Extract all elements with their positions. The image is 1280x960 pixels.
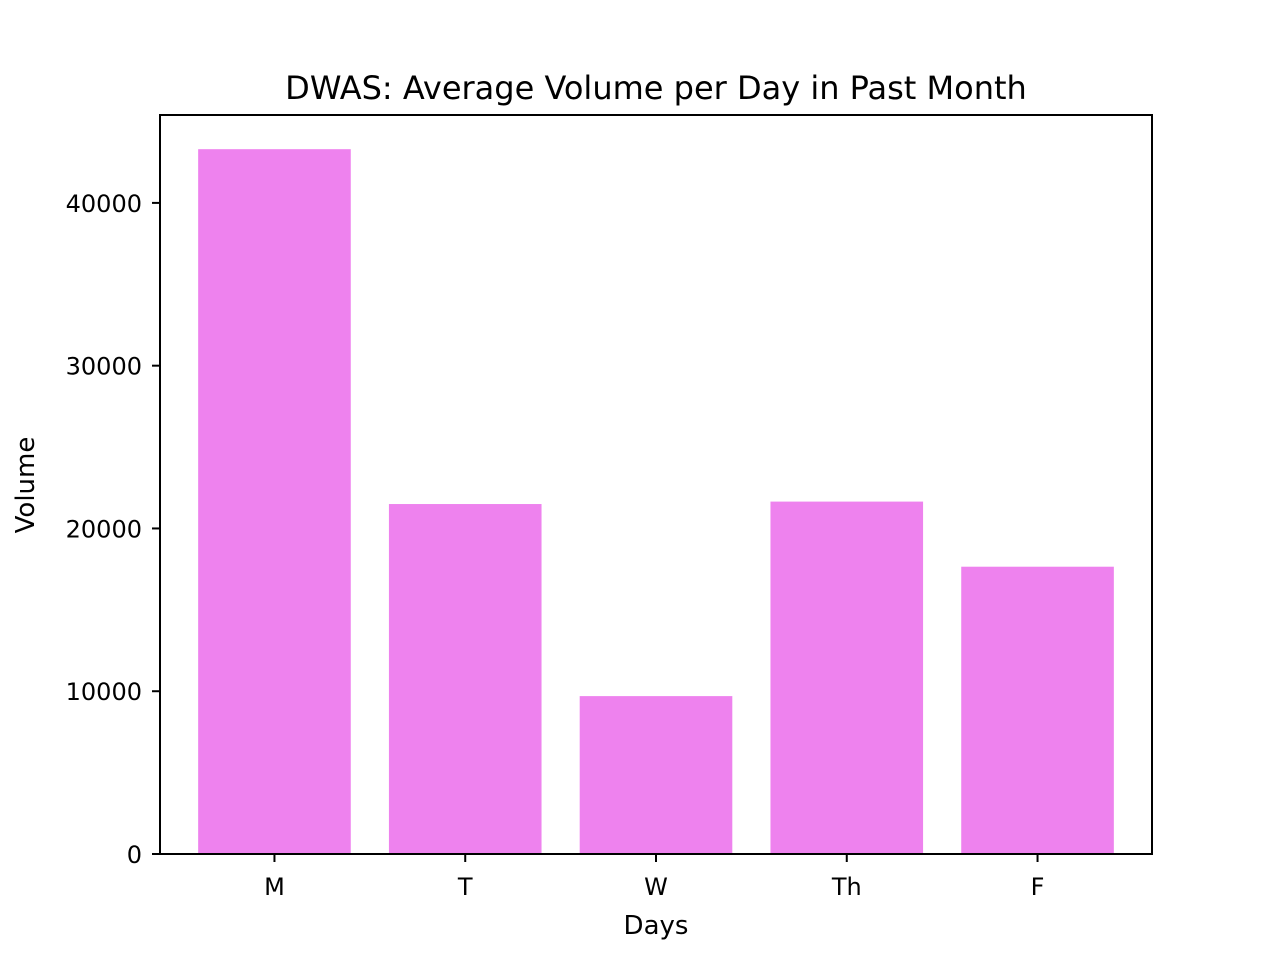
bar-th [770, 501, 924, 854]
y-axis-label: Volume [11, 437, 41, 534]
x-axis-ticks: M T W Th F [264, 854, 1044, 901]
plot-frame [159, 114, 1153, 855]
x-axis-label: Days [624, 911, 689, 941]
bar-w [579, 696, 733, 854]
y-tick-label: 40000 [66, 190, 142, 218]
y-tick-label: 20000 [66, 515, 142, 543]
y-tick-label: 30000 [66, 353, 142, 381]
bar-f [961, 566, 1114, 854]
bars-group [198, 149, 1114, 855]
x-tick-label: M [264, 873, 285, 901]
y-tick-label: 0 [127, 841, 142, 869]
y-axis-ticks: 0 10000 20000 30000 40000 [66, 190, 160, 869]
x-tick-label: W [644, 873, 668, 901]
bar-t [388, 504, 542, 854]
x-tick-label: F [1031, 873, 1045, 901]
y-tick-label: 10000 [66, 678, 142, 706]
x-tick-label: T [457, 873, 473, 901]
chart-title: DWAS: Average Volume per Day in Past Mon… [285, 69, 1027, 107]
bar-m [198, 149, 351, 855]
x-tick-label: Th [831, 873, 862, 901]
